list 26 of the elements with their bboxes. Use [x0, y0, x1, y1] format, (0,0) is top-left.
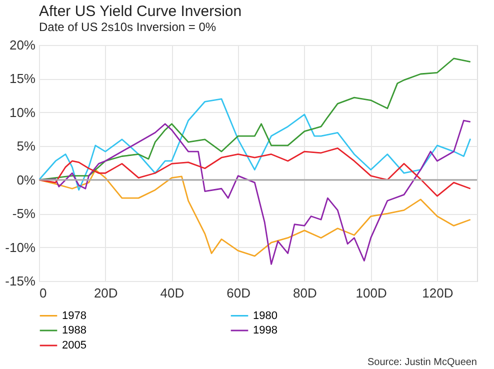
y-tick-label: -5% — [12, 206, 36, 222]
x-tick-label: 100D — [356, 286, 387, 300]
line-series — [39, 169, 472, 257]
x-tick-label: 40D — [160, 286, 184, 300]
y-tick-label: 5% — [16, 138, 36, 154]
y-tick-label: -15% — [5, 274, 36, 288]
y-tick-label: 10% — [9, 104, 36, 120]
chart-subtitle: Date of US 2s10s Inversion = 0% — [39, 20, 216, 34]
x-tick-label: 20D — [94, 286, 118, 300]
legend-label: 1978 — [62, 310, 86, 322]
x-tick-label: 0 — [40, 286, 47, 300]
chart-title: After US Yield Curve Inversion — [39, 3, 242, 20]
legend-label: 1980 — [253, 310, 278, 322]
y-tick-label: 15% — [9, 71, 36, 86]
y-tick-label: 0% — [16, 172, 36, 188]
x-tick-label: 80D — [293, 286, 317, 300]
x-tick-label: 120D — [422, 286, 454, 300]
y-tick-label: 20% — [9, 38, 36, 52]
legend-label: 1988 — [62, 324, 86, 336]
line-series — [39, 98, 472, 191]
legend-label: 2005 — [62, 340, 86, 352]
line-series — [39, 147, 472, 197]
x-tick-label: 60D — [226, 286, 251, 300]
legend-label: 1998 — [253, 324, 278, 336]
source-note: Source: Justin McQueen — [368, 357, 477, 368]
y-tick-label: -10% — [5, 240, 36, 255]
